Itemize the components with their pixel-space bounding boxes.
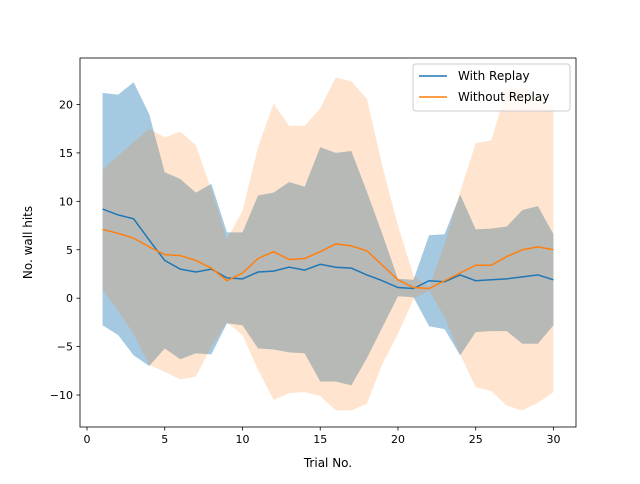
- plot-frame: [79, 57, 577, 428]
- y-tick-label: 5: [66, 244, 73, 257]
- y-tick-label: 20: [59, 98, 73, 111]
- x-tick-label: 15: [313, 433, 327, 446]
- y-tick-label: −5: [57, 341, 73, 354]
- confidence-bands: [102, 77, 554, 411]
- legend-box: [412, 63, 571, 112]
- x-tick-label: 5: [161, 433, 168, 446]
- legend-label-without-replay: Without Replay: [458, 90, 549, 104]
- x-tick-label: 0: [83, 433, 90, 446]
- x-tick-label: 30: [546, 433, 560, 446]
- x-axis-label: Trial No.: [303, 456, 352, 470]
- legend-label-with-replay: With Replay: [458, 69, 530, 83]
- y-axis-label: No. wall hits: [21, 206, 35, 279]
- line-with-replay: [102, 208, 554, 290]
- band-without-replay: [102, 77, 554, 411]
- y-tick-label: −10: [50, 389, 73, 402]
- x-tick-label: 25: [469, 433, 483, 446]
- y-tick-label: 10: [59, 195, 73, 208]
- y-tick-label: 15: [59, 147, 73, 160]
- x-tick-label: 10: [235, 433, 249, 446]
- y-tick-label: 0: [66, 292, 73, 305]
- series-lines: [102, 208, 554, 290]
- x-axis-ticks: 0 5 10 15 20 25 30: [83, 427, 560, 446]
- band-with-replay: [102, 82, 554, 386]
- y-axis-ticks: −10 −5 0 5 10 15 20: [50, 98, 80, 402]
- legend: With Replay Without Replay: [412, 63, 571, 112]
- x-tick-label: 20: [391, 433, 405, 446]
- line-without-replay: [102, 228, 554, 290]
